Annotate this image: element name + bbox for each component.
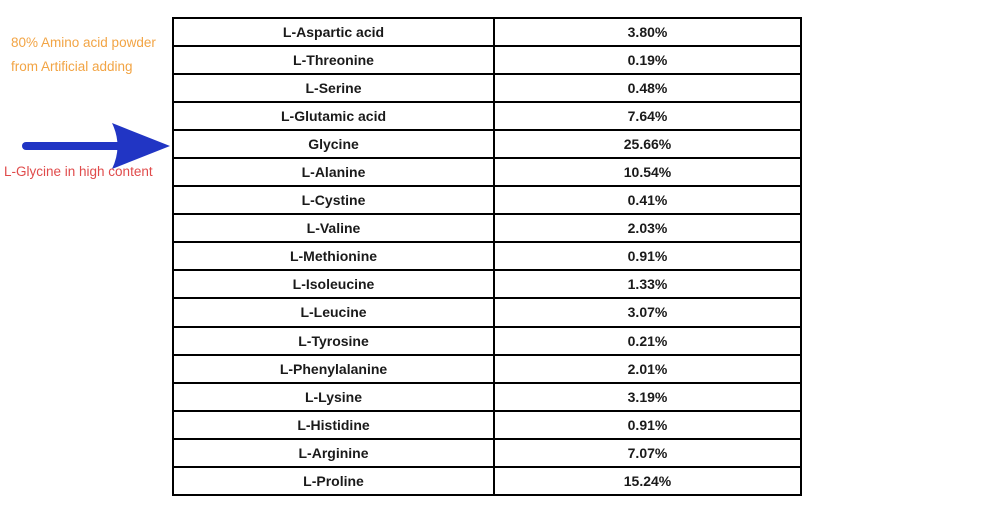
amino-acid-value-cell: 3.80% xyxy=(493,16,802,48)
amino-acid-value-cell: 0.41% xyxy=(493,185,802,216)
orange-annotation: 80% Amino acid powder from Artificial ad… xyxy=(11,31,176,79)
amino-acid-value-cell: 0.19% xyxy=(493,45,802,76)
table-row: L-Valine 2.03% xyxy=(172,213,802,244)
amino-acid-value-cell: 0.48% xyxy=(493,73,802,104)
amino-acid-value-cell: 1.33% xyxy=(493,269,802,300)
table-row: L-Lysine 3.19% xyxy=(172,381,802,412)
amino-acid-name-cell: L-Valine xyxy=(172,213,495,244)
amino-acid-value-cell: 25.66% xyxy=(493,129,802,160)
table-row: L-Histidine 0.91% xyxy=(172,409,802,440)
amino-acid-name-cell: L-Lysine xyxy=(172,381,495,412)
amino-acid-table: L-Aspartic acid 3.80% L-Threonine 0.19% L-Se… xyxy=(172,16,802,497)
amino-acid-name-cell: L-Leucine xyxy=(172,297,495,328)
amino-acid-name-cell: L-Glutamic acid xyxy=(172,101,495,132)
amino-acid-name-cell: Glycine xyxy=(172,129,495,160)
arrow-right-icon xyxy=(22,118,170,174)
table-row: L-Serine 0.48% xyxy=(172,73,802,104)
amino-acid-value-cell: 0.91% xyxy=(493,241,802,272)
amino-acid-name-cell: L-Tyrosine xyxy=(172,325,495,356)
amino-acid-value-cell: 15.24% xyxy=(493,465,802,497)
amino-acid-value-cell: 3.19% xyxy=(493,381,802,412)
table-row: Glycine 25.66% xyxy=(172,129,802,160)
amino-acid-name-cell: L-Isoleucine xyxy=(172,269,495,300)
table-row: L-Arginine 7.07% xyxy=(172,437,802,468)
amino-acid-value-cell: 2.01% xyxy=(493,353,802,384)
amino-acid-name-cell: L-Phenylalanine xyxy=(172,353,495,384)
table-row: L-Leucine 3.07% xyxy=(172,297,802,328)
amino-acid-name-cell: L-Histidine xyxy=(172,409,495,440)
amino-acid-name-cell: L-Alanine xyxy=(172,157,495,188)
table-row: L-Proline 15.24% xyxy=(172,465,802,497)
table-row: L-Threonine 0.19% xyxy=(172,45,802,76)
table-row: L-Tyrosine 0.21% xyxy=(172,325,802,356)
amino-acid-name-cell: L-Arginine xyxy=(172,437,495,468)
table-row: L-Glutamic acid 7.64% xyxy=(172,101,802,132)
orange-annotation-line-2: from Artificial adding xyxy=(11,59,133,74)
amino-acid-value-cell: 7.07% xyxy=(493,437,802,468)
amino-acid-value-cell: 0.21% xyxy=(493,325,802,356)
amino-acid-name-cell: L-Aspartic acid xyxy=(172,16,495,48)
amino-acid-value-cell: 0.91% xyxy=(493,409,802,440)
red-annotation: L-Glycine in high content xyxy=(4,164,153,179)
amino-acid-name-cell: L-Proline xyxy=(172,465,495,497)
table-row: L-Methionine 0.91% xyxy=(172,241,802,272)
amino-acid-value-cell: 2.03% xyxy=(493,213,802,244)
table-row: L-Aspartic acid 3.80% xyxy=(172,16,802,48)
table-row: L-Isoleucine 1.33% xyxy=(172,269,802,300)
amino-acid-value-cell: 10.54% xyxy=(493,157,802,188)
orange-annotation-line-1: 80% Amino acid powder xyxy=(11,35,156,50)
table-row: L-Cystine 0.41% xyxy=(172,185,802,216)
amino-acid-name-cell: L-Threonine xyxy=(172,45,495,76)
amino-acid-name-cell: L-Methionine xyxy=(172,241,495,272)
amino-acid-value-cell: 7.64% xyxy=(493,101,802,132)
table-row: L-Phenylalanine 2.01% xyxy=(172,353,802,384)
amino-acid-name-cell: L-Cystine xyxy=(172,185,495,216)
amino-acid-table-body: L-Aspartic acid 3.80% L-Threonine 0.19% L-Se… xyxy=(172,16,802,497)
amino-acid-value-cell: 3.07% xyxy=(493,297,802,328)
table-row: L-Alanine 10.54% xyxy=(172,157,802,188)
amino-acid-name-cell: L-Serine xyxy=(172,73,495,104)
